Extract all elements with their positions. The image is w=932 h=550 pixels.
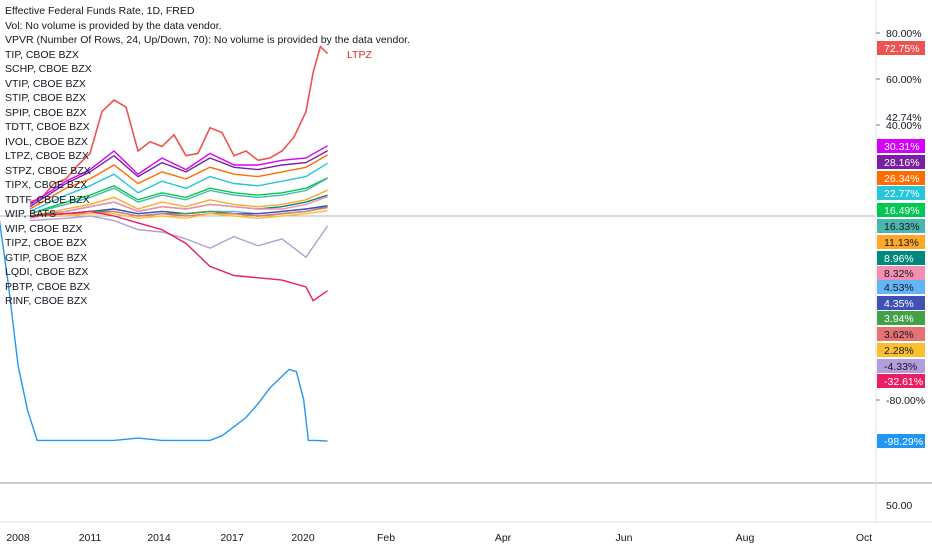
legend-symbol[interactable]: LQDI, CBOE BZX (5, 266, 89, 278)
time-tick-label: Aug (736, 532, 755, 544)
series-line (29, 196, 328, 219)
last-value-badge (877, 235, 925, 249)
lower-pane-tick-label: 50.00 (886, 500, 912, 512)
last-value-badge (877, 434, 925, 448)
last-value-badge (877, 343, 925, 357)
last-value-text: -4.33% (884, 361, 917, 373)
legend-symbol[interactable]: TIPZ, CBOE BZX (5, 237, 87, 249)
last-value-badge (877, 280, 925, 294)
series-line (29, 215, 329, 259)
time-tick-label: Oct (856, 532, 872, 544)
legend-symbol[interactable]: RINF, CBOE BZX (5, 295, 88, 307)
legend-symbol[interactable]: LTPZ, CBOE BZX (5, 150, 89, 162)
price-tick-label: 80.00% (886, 28, 922, 40)
last-value-text: 2.28% (884, 345, 914, 357)
time-tick-label: 2017 (220, 532, 244, 544)
last-value-badge (877, 186, 925, 200)
legend-symbol[interactable]: TDTT, CBOE BZX (5, 121, 90, 133)
time-tick-label: Jun (616, 532, 633, 544)
ltpz-annotation: LTPZ (347, 49, 372, 61)
last-value-text: 26.34% (884, 173, 920, 185)
last-value-badge (877, 296, 925, 310)
series-line (29, 189, 328, 217)
price-tick-label: 40.00% (886, 120, 922, 132)
chart-title: Effective Federal Funds Rate, 1D, FRED (5, 5, 195, 17)
series-line (29, 177, 328, 215)
series-line (29, 45, 329, 203)
legend: Effective Federal Funds Rate, 1D, FRED V… (5, 4, 410, 309)
last-value-text: 28.16% (884, 157, 920, 169)
series-line (29, 154, 328, 210)
last-value-text: 8.96% (884, 253, 914, 265)
last-value-text: 16.33% (884, 221, 920, 233)
legend-symbol[interactable]: VTIP, CBOE BZX (5, 77, 86, 90)
time-tick-label: 2014 (147, 532, 171, 544)
last-value-badge (877, 251, 925, 265)
last-value-badge (877, 171, 925, 185)
symbol-list: TIP, CBOE BZX SCHP, CBOE BZX VTIP, CBOE BZ… (5, 48, 410, 309)
vpvr-note: VPVR (Number Of Rows, 24, Up/Down, 70): … (5, 34, 411, 46)
legend-symbol[interactable]: TIPX, CBOE BZX (5, 179, 88, 191)
series-line (30, 210, 328, 220)
series-line (29, 162, 328, 213)
series-line (0, 219, 328, 442)
last-value-badge (877, 374, 925, 388)
legend-symbol[interactable]: STIP, CBOE BZX (5, 92, 86, 104)
legend-symbol[interactable]: TDTF, CBOE BZX (5, 193, 90, 206)
last-value-badge (877, 155, 925, 169)
last-value-badge (877, 359, 925, 373)
last-value-text: -32.61% (884, 376, 923, 388)
last-value-text: 3.94% (884, 313, 914, 325)
series-line (29, 150, 328, 208)
price-axis[interactable]: 80.00% 60.00% 40.00% -80.00% 50.00 42.74% 72.7… (876, 28, 925, 512)
price-tick-label: -80.00% (886, 395, 925, 407)
last-value-text: -98.29% (884, 436, 923, 448)
legend-symbol[interactable]: PBTP, CBOE BZX (5, 280, 90, 293)
last-value-text: 4.35% (884, 298, 914, 310)
last-value-badge (877, 139, 925, 153)
legend-symbol[interactable]: IVOL, CBOE BZX (5, 135, 88, 148)
legend-symbol[interactable]: WIP, BATS (5, 208, 56, 220)
series-line (29, 177, 328, 215)
time-tick-label: 2008 (6, 532, 30, 544)
last-value-text: 11.13% (884, 237, 919, 249)
last-value-text: 16.49% (884, 205, 920, 217)
last-value-text: 3.62% (884, 329, 914, 341)
last-value-badge (877, 266, 925, 280)
last-value-badge (877, 41, 925, 55)
legend-symbol[interactable]: TIP, CBOE BZX (5, 48, 79, 61)
time-axis[interactable]: 2008 2011 2014 2017 2020 Feb Apr Jun Aug Oct (6, 532, 872, 544)
last-value-text: 72.75% (884, 43, 920, 55)
series-line (29, 145, 328, 205)
extra-axis-label: 42.74% (886, 112, 922, 124)
time-tick-label: Apr (495, 532, 512, 544)
time-tick-label: 2020 (291, 532, 315, 544)
last-value-badge (877, 219, 925, 233)
series-line (29, 210, 328, 302)
last-value-text: 22.77% (884, 188, 920, 200)
legend-symbol[interactable]: GTIP, CBOE BZX (5, 251, 88, 264)
price-tick-label: 60.00% (886, 74, 922, 86)
last-value-text: 8.32% (884, 268, 914, 280)
last-value-badge (877, 203, 925, 217)
last-value-text: 30.31% (884, 141, 920, 153)
legend-symbol[interactable]: SCHP, CBOE BZX (5, 63, 92, 75)
legend-symbol[interactable]: SPIP, CBOE BZX (5, 106, 87, 119)
series-layer (0, 45, 329, 442)
volume-note: Vol: No volume is provided by the data v… (5, 19, 222, 32)
last-value-badge (877, 327, 925, 341)
time-tick-label: 2011 (79, 532, 102, 544)
last-value-text: 4.53% (884, 282, 914, 294)
last-value-badge (877, 311, 925, 325)
legend-symbol[interactable]: STPZ, CBOE BZX (5, 164, 91, 177)
legend-symbol[interactable]: WIP, CBOE BZX (5, 222, 83, 235)
time-tick-label: Feb (377, 532, 395, 544)
